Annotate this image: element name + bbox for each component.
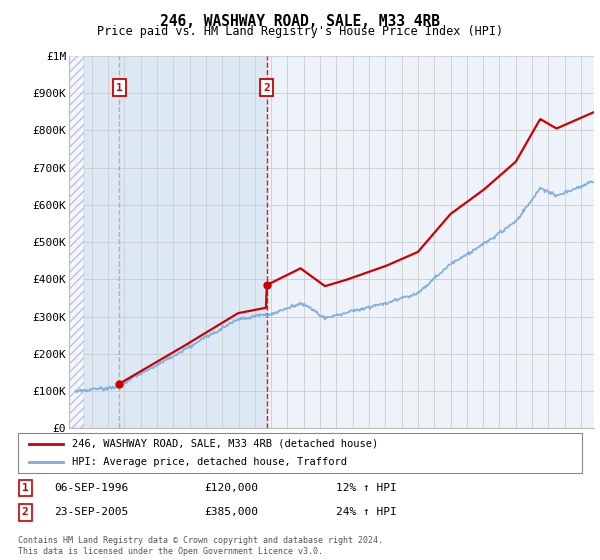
Text: 246, WASHWAY ROAD, SALE, M33 4RB (detached house): 246, WASHWAY ROAD, SALE, M33 4RB (detach… (71, 439, 378, 449)
Bar (69, 56, 267, 428)
Text: 2: 2 (22, 507, 29, 517)
Text: Price paid vs. HM Land Registry's House Price Index (HPI): Price paid vs. HM Land Registry's House … (97, 25, 503, 38)
Text: 12% ↑ HPI: 12% ↑ HPI (336, 483, 397, 493)
Text: 1: 1 (22, 483, 29, 493)
FancyBboxPatch shape (18, 433, 582, 473)
Text: 1: 1 (116, 83, 123, 92)
Text: Contains HM Land Registry data © Crown copyright and database right 2024.
This d: Contains HM Land Registry data © Crown c… (18, 536, 383, 556)
Text: £385,000: £385,000 (204, 507, 258, 517)
Text: 06-SEP-1996: 06-SEP-1996 (54, 483, 128, 493)
Text: £120,000: £120,000 (204, 483, 258, 493)
Text: HPI: Average price, detached house, Trafford: HPI: Average price, detached house, Traf… (71, 458, 347, 467)
Text: 24% ↑ HPI: 24% ↑ HPI (336, 507, 397, 517)
Text: 246, WASHWAY ROAD, SALE, M33 4RB: 246, WASHWAY ROAD, SALE, M33 4RB (160, 14, 440, 29)
Text: 23-SEP-2005: 23-SEP-2005 (54, 507, 128, 517)
Text: 2: 2 (263, 83, 270, 92)
